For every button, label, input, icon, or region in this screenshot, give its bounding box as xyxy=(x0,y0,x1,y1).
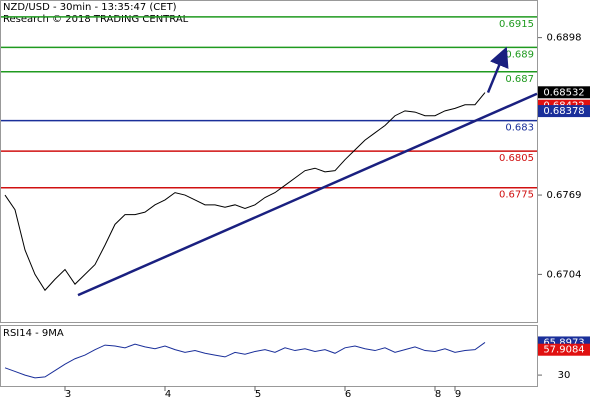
price-box xyxy=(538,105,590,118)
y-tick-label: 30 xyxy=(558,370,571,381)
trendline xyxy=(77,92,538,297)
price-panel xyxy=(0,0,538,323)
level-label: 0.687 xyxy=(505,74,534,85)
x-tick-label: 3 xyxy=(65,389,71,400)
y-tick-label: 0.6704 xyxy=(547,269,582,280)
level-label: 0.6775 xyxy=(499,190,534,201)
y-tick-label: 0.6769 xyxy=(547,190,582,201)
price-box xyxy=(538,86,590,99)
chart-subtitle: Research © 2018 TRADING CENTRAL xyxy=(3,14,189,25)
level-label: 0.6915 xyxy=(499,19,534,30)
price-box xyxy=(538,343,590,356)
chart-title: NZD/USD - 30min - 13:35:47 (CET) xyxy=(3,2,177,13)
price-box-label: 65.8973 xyxy=(543,337,584,348)
level-label: 0.683 xyxy=(505,123,534,134)
price-line xyxy=(4,92,486,292)
price-box-label: 0.68378 xyxy=(543,106,584,117)
rsi-title: RSI14 - 9MA xyxy=(3,328,64,339)
x-tick-label: 5 xyxy=(255,389,261,400)
level-label: 0.689 xyxy=(505,49,534,60)
x-tick-label: 8 xyxy=(435,389,441,400)
y-tick-label: 0.6898 xyxy=(547,33,582,44)
level-label: 0.6805 xyxy=(499,153,534,164)
x-tick-label: 6 xyxy=(345,389,351,400)
price-box-label: 0.68532 xyxy=(543,87,584,98)
rsi-panel xyxy=(0,325,538,387)
x-tick-label: 9 xyxy=(455,389,461,400)
arrow xyxy=(486,46,509,94)
price-line xyxy=(4,342,486,379)
price-box-label: 57.9084 xyxy=(543,345,584,356)
x-tick-label: 4 xyxy=(165,389,171,400)
